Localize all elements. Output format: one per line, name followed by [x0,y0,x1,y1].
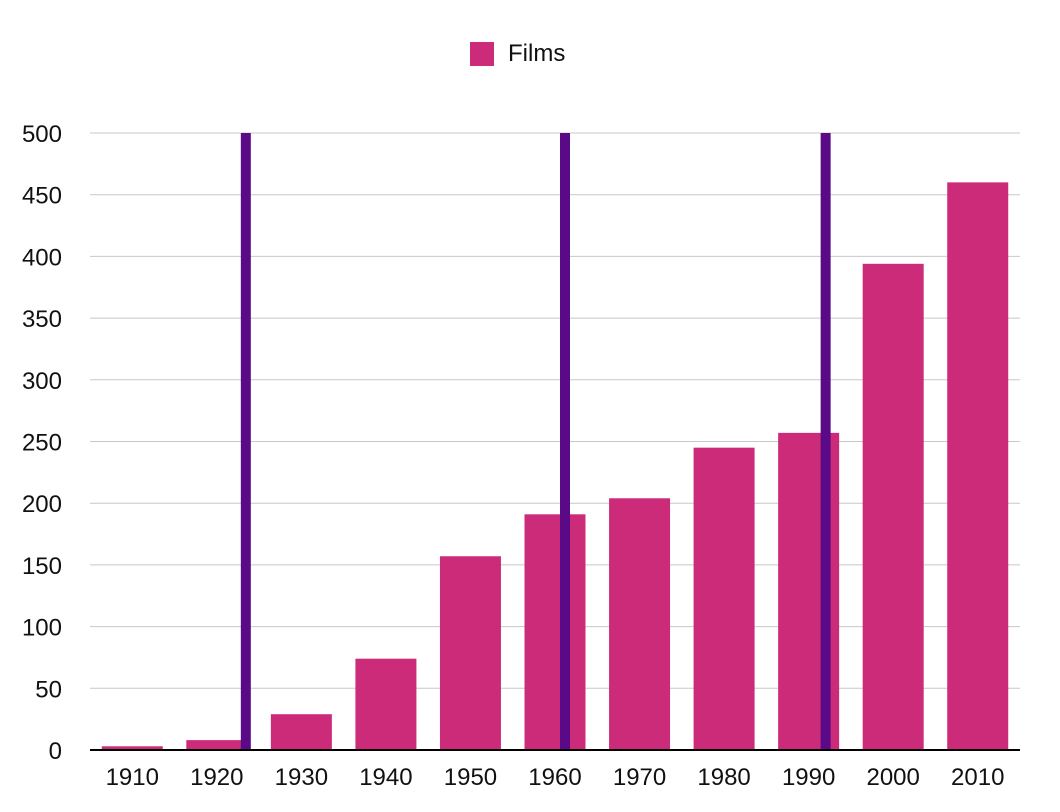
y-tick-label-300: 300 [22,368,62,395]
bar-2000 [862,263,924,750]
y-tick-label-100: 100 [22,615,62,642]
x-tick-label-2000: 2000 [866,764,919,791]
bar-1970 [609,498,671,750]
markers-layer [240,133,831,750]
y-tick-label-50: 50 [35,676,62,703]
y-tick-label-250: 250 [22,430,62,457]
x-tick-label-1910: 1910 [106,764,159,791]
x-tick-label-1950: 1950 [444,764,497,791]
legend-label-films: Films [508,40,566,67]
x-tick-label-2010: 2010 [951,764,1004,791]
x-tick-label-1970: 1970 [613,764,666,791]
x-tick-label-1920: 1920 [190,764,243,791]
bar-1950 [439,556,501,750]
legend: Films [470,40,565,68]
x-tick-label-1940: 1940 [359,764,412,791]
y-tick-label-400: 400 [22,244,62,271]
x-tick-label-1930: 1930 [275,764,328,791]
bar-2010 [947,182,1009,751]
bar-1940 [355,658,417,750]
y-tick-label-350: 350 [22,306,62,333]
bar-1930 [270,714,332,750]
labels-layer: 0 50 100 150 200 250 300 350 400 450 500 1910 1920 19… [22,121,1004,791]
legend-swatch-films [470,42,494,66]
x-tick-label-1960: 1960 [528,764,581,791]
y-tick-label-0: 0 [49,738,62,765]
bar-1910 [101,746,163,750]
bar-1920 [186,740,248,750]
bars-layer [101,182,1009,751]
y-tick-label-450: 450 [22,183,62,210]
x-tick-label-1980: 1980 [697,764,750,791]
y-tick-label-150: 150 [22,553,62,580]
x-tick-label-1990: 1990 [782,764,835,791]
bar-1960 [524,514,586,750]
y-tick-label-500: 500 [22,121,62,148]
bar-1980 [693,447,755,750]
y-tick-label-200: 200 [22,491,62,518]
